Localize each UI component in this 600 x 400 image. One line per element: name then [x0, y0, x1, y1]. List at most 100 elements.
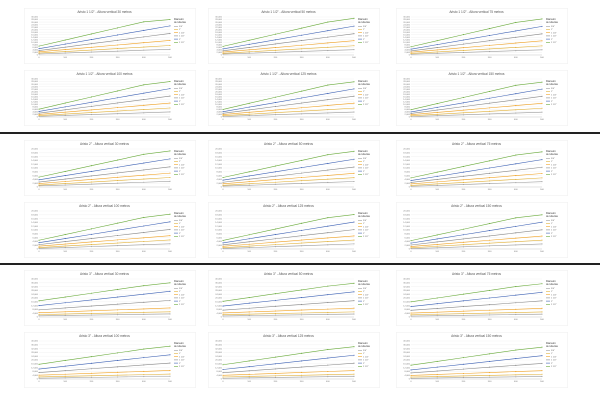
y-tick-label: 18,000 — [215, 215, 222, 217]
data-point — [327, 46, 329, 48]
data-point — [541, 313, 543, 315]
data-point — [301, 366, 303, 368]
data-point — [38, 185, 40, 187]
data-point — [353, 239, 355, 241]
data-point — [353, 235, 355, 237]
data-point — [541, 81, 543, 83]
data-point — [410, 184, 412, 187]
x-tick-label: 300 — [300, 119, 304, 121]
y-tick-label: 8,000 — [405, 234, 411, 236]
series-line — [222, 40, 355, 53]
y-tick-label: 18,000 — [215, 32, 222, 34]
data-point — [462, 238, 464, 240]
data-point — [436, 377, 438, 379]
y-tick-label: 12,000 — [403, 226, 410, 228]
data-point — [327, 311, 329, 313]
series-line — [222, 45, 355, 54]
y-tick-label: 20,000 — [215, 360, 222, 362]
chart-panel: Aristo 1 1/2" - Altura vertical 150 metr… — [396, 70, 568, 126]
data-point — [222, 239, 224, 241]
data-point — [248, 46, 250, 48]
data-point — [38, 363, 40, 365]
y-tick-label: 14,000 — [403, 37, 410, 39]
y-tick-label: 0 — [221, 187, 223, 189]
series-line — [410, 346, 543, 366]
x-tick-label: 200 — [462, 319, 466, 321]
legend-entry: 3/4" — [363, 88, 367, 90]
data-point — [248, 181, 250, 183]
data-point — [90, 356, 92, 358]
y-tick-label: 0 — [221, 55, 223, 57]
data-point — [410, 374, 412, 376]
data-point — [117, 110, 119, 112]
data-point — [436, 171, 438, 173]
chart-panel: Aristo 2" - Altura vertical 50 metros 0 2,… — [208, 140, 380, 196]
x-tick-label: 100 — [247, 251, 251, 253]
data-point — [301, 159, 303, 161]
legend-entry: 2 1/2" — [179, 304, 185, 306]
y-tick-label: 4,000 — [217, 179, 223, 181]
data-point — [301, 48, 303, 50]
data-point — [410, 369, 412, 371]
data-point — [274, 244, 276, 246]
y-tick-label: 4,000 — [33, 375, 39, 377]
data-point — [38, 312, 40, 314]
chart-frame — [208, 70, 380, 126]
data-point — [38, 51, 40, 53]
data-point — [222, 300, 224, 302]
legend-entry: 1 1/4" — [363, 356, 369, 358]
data-point — [462, 43, 464, 45]
chart-panel: Aristo 2" - Altura vertical 100 metros 0 2… — [24, 202, 196, 258]
data-point — [274, 356, 276, 358]
y-tick-label: 28,000 — [215, 19, 222, 21]
data-point — [410, 312, 412, 314]
y-tick-label: 8,000 — [33, 234, 39, 236]
data-point — [489, 297, 491, 299]
data-point — [64, 373, 66, 375]
y-tick-label: 22,000 — [31, 89, 38, 91]
data-point — [38, 244, 40, 246]
data-point — [489, 376, 491, 378]
data-point — [90, 238, 92, 240]
legend-entry: 1" — [551, 223, 553, 225]
y-tick-label: 14,000 — [31, 37, 38, 39]
data-point — [301, 312, 303, 314]
y-tick-label: 40,000 — [215, 341, 222, 343]
line-chart: Aristo 3" - Altura vertical 50 metros 0 4,… — [208, 270, 380, 326]
x-tick-label: 100 — [63, 119, 67, 121]
data-point — [489, 27, 491, 30]
data-point — [64, 241, 66, 243]
legend-entry: 2 1/2" — [551, 366, 557, 368]
y-tick-label: 12,000 — [403, 164, 410, 166]
data-point — [169, 102, 171, 104]
series-line — [38, 307, 171, 314]
data-point — [353, 291, 355, 293]
y-tick-label: 30,000 — [403, 79, 410, 81]
data-point — [169, 243, 171, 245]
data-point — [410, 53, 412, 55]
data-point — [489, 51, 491, 53]
series-line — [410, 300, 543, 311]
data-point — [301, 376, 303, 378]
y-tick-label: 30,000 — [215, 79, 222, 81]
legend-entry: 1 1/2" — [179, 168, 185, 170]
series-line — [222, 25, 355, 50]
data-point — [64, 245, 66, 247]
y-tick-label: 20,000 — [215, 91, 222, 93]
y-tick-label: 10,000 — [215, 104, 222, 106]
band-divider — [0, 263, 600, 265]
data-point — [64, 113, 66, 115]
series-line — [222, 33, 355, 52]
y-tick-label: 20,000 — [403, 211, 410, 213]
data-point — [38, 115, 40, 117]
data-point — [64, 307, 66, 309]
data-point — [327, 21, 329, 23]
data-point — [143, 104, 145, 106]
y-tick-label: 0 — [37, 379, 39, 381]
data-point — [117, 239, 119, 241]
data-point — [462, 244, 464, 246]
x-tick-label: 400 — [514, 119, 518, 121]
series-line — [222, 300, 355, 311]
y-tick-label: 12,000 — [403, 367, 410, 369]
series-line — [410, 283, 543, 303]
